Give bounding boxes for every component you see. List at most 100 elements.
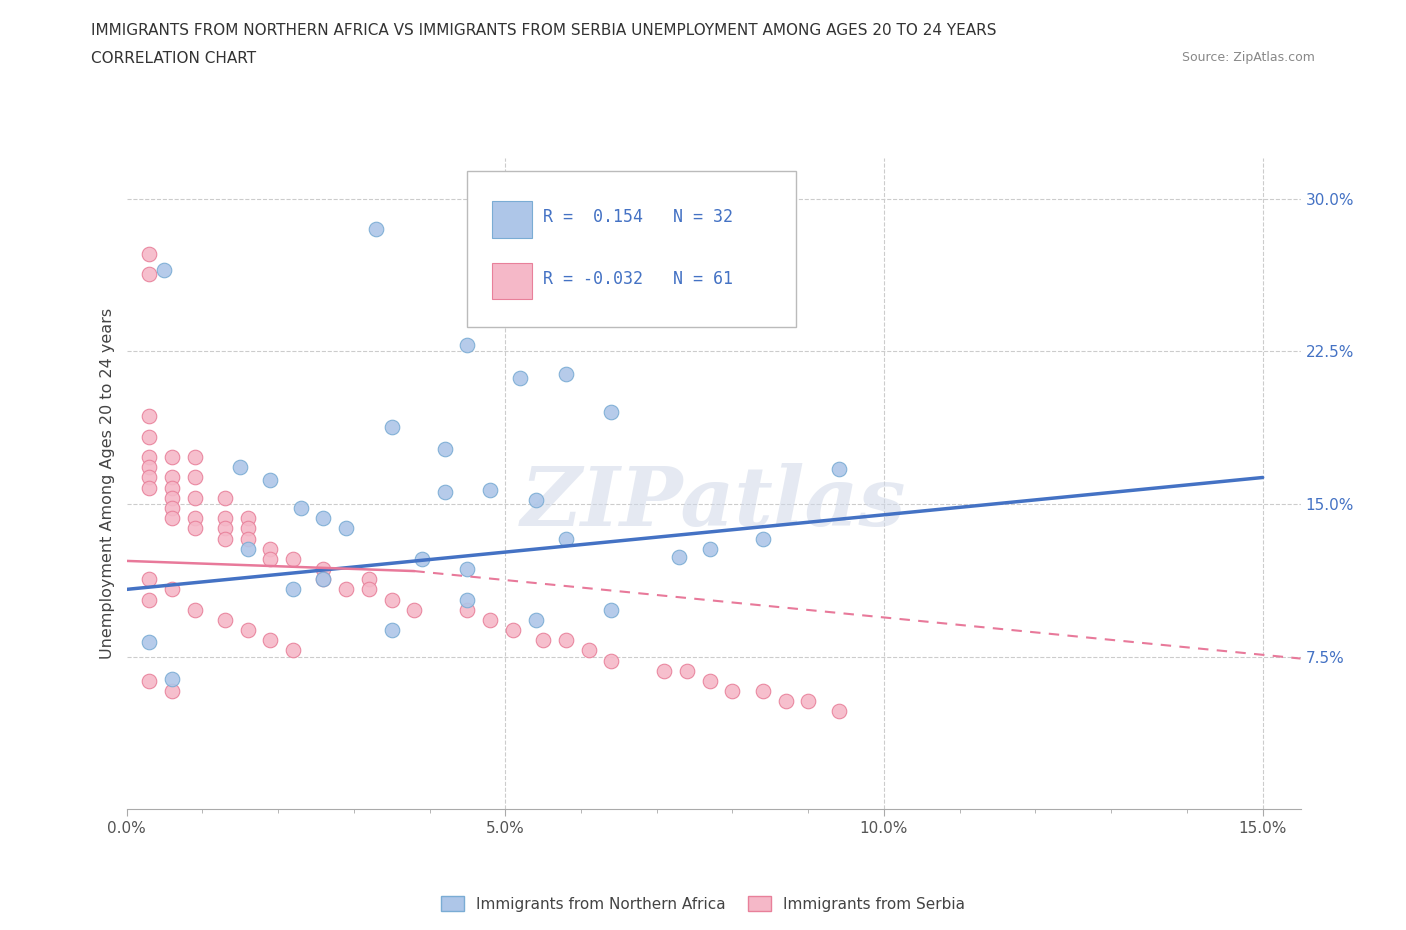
Point bbox=[236, 521, 259, 536]
Point bbox=[214, 521, 236, 536]
Point bbox=[229, 459, 252, 474]
Point bbox=[259, 551, 281, 566]
Point bbox=[456, 603, 478, 618]
Point bbox=[312, 572, 335, 587]
Point bbox=[214, 490, 236, 505]
Point bbox=[554, 531, 576, 546]
Point bbox=[138, 480, 160, 495]
Point bbox=[236, 531, 259, 546]
Point bbox=[502, 623, 524, 638]
Legend: Immigrants from Northern Africa, Immigrants from Serbia: Immigrants from Northern Africa, Immigra… bbox=[434, 890, 972, 918]
Point bbox=[259, 472, 281, 487]
Point bbox=[183, 490, 205, 505]
FancyBboxPatch shape bbox=[492, 263, 531, 299]
Point bbox=[236, 623, 259, 638]
Point bbox=[554, 366, 576, 381]
Point bbox=[138, 592, 160, 607]
Point bbox=[578, 643, 600, 658]
Point bbox=[290, 500, 312, 515]
Point bbox=[312, 572, 335, 587]
Point bbox=[138, 409, 160, 424]
Point bbox=[509, 370, 531, 385]
FancyBboxPatch shape bbox=[467, 171, 796, 327]
Point bbox=[433, 442, 456, 457]
Point bbox=[138, 673, 160, 688]
Y-axis label: Unemployment Among Ages 20 to 24 years: Unemployment Among Ages 20 to 24 years bbox=[100, 308, 115, 659]
Point bbox=[827, 704, 849, 719]
Point bbox=[138, 635, 160, 650]
Point bbox=[214, 511, 236, 525]
Point bbox=[676, 663, 699, 678]
Point bbox=[600, 653, 623, 668]
Point bbox=[283, 643, 305, 658]
FancyBboxPatch shape bbox=[492, 201, 531, 237]
Point bbox=[652, 663, 675, 678]
Point bbox=[554, 632, 576, 647]
Point bbox=[160, 671, 183, 686]
Point bbox=[721, 684, 744, 698]
Text: CORRELATION CHART: CORRELATION CHART bbox=[91, 51, 256, 66]
Point bbox=[699, 541, 721, 556]
Point bbox=[411, 551, 433, 566]
Point bbox=[357, 572, 380, 587]
Point bbox=[160, 500, 183, 515]
Point bbox=[699, 673, 721, 688]
Point bbox=[381, 592, 404, 607]
Point bbox=[524, 493, 547, 508]
Point bbox=[283, 582, 305, 597]
Point bbox=[366, 222, 388, 237]
Text: ZIPatlas: ZIPatlas bbox=[520, 463, 907, 543]
Text: IMMIGRANTS FROM NORTHERN AFRICA VS IMMIGRANTS FROM SERBIA UNEMPLOYMENT AMONG AGE: IMMIGRANTS FROM NORTHERN AFRICA VS IMMIG… bbox=[91, 23, 997, 38]
Point bbox=[183, 450, 205, 465]
Point bbox=[479, 613, 502, 628]
Point bbox=[456, 592, 478, 607]
Point bbox=[335, 582, 357, 597]
Point bbox=[479, 483, 502, 498]
Point bbox=[775, 694, 797, 709]
Point bbox=[335, 521, 357, 536]
Point bbox=[138, 459, 160, 474]
Point bbox=[160, 470, 183, 485]
Point bbox=[668, 550, 690, 565]
Point bbox=[456, 562, 478, 577]
Text: R =  0.154   N = 32: R = 0.154 N = 32 bbox=[543, 207, 734, 226]
Point bbox=[160, 684, 183, 698]
Point bbox=[600, 603, 623, 618]
Point bbox=[183, 603, 205, 618]
Point bbox=[797, 694, 820, 709]
Point bbox=[214, 531, 236, 546]
Point bbox=[160, 490, 183, 505]
Point bbox=[283, 551, 305, 566]
Point bbox=[752, 531, 775, 546]
Point bbox=[531, 632, 554, 647]
Point bbox=[160, 582, 183, 597]
Point bbox=[183, 521, 205, 536]
Point bbox=[404, 603, 426, 618]
Point bbox=[600, 405, 623, 419]
Point bbox=[827, 462, 849, 477]
Point bbox=[160, 450, 183, 465]
Point bbox=[138, 572, 160, 587]
Point bbox=[357, 582, 380, 597]
Point bbox=[381, 623, 404, 638]
Point bbox=[312, 511, 335, 525]
Point bbox=[236, 541, 259, 556]
Point bbox=[138, 450, 160, 465]
Point bbox=[433, 485, 456, 499]
Point bbox=[183, 511, 205, 525]
Point bbox=[524, 613, 547, 628]
Text: Source: ZipAtlas.com: Source: ZipAtlas.com bbox=[1181, 51, 1315, 64]
Point bbox=[236, 511, 259, 525]
Point bbox=[259, 541, 281, 556]
Point bbox=[312, 562, 335, 577]
Point bbox=[138, 267, 160, 282]
Point bbox=[183, 470, 205, 485]
Point bbox=[138, 430, 160, 445]
Point bbox=[381, 419, 404, 434]
Point bbox=[153, 262, 176, 277]
Point bbox=[160, 511, 183, 525]
Point bbox=[160, 480, 183, 495]
Text: R = -0.032   N = 61: R = -0.032 N = 61 bbox=[543, 270, 734, 287]
Point bbox=[752, 684, 775, 698]
Point bbox=[138, 246, 160, 261]
